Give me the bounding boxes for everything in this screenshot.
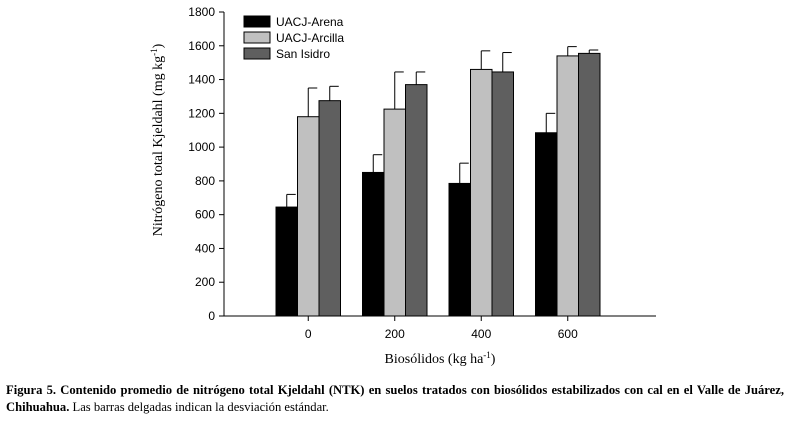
legend-label: UACJ-Arcilla [276, 31, 344, 45]
bar [491, 71, 514, 317]
y-tick-label: 1000 [188, 140, 215, 154]
legend-swatch [243, 31, 271, 44]
y-tick-label: 1800 [188, 5, 215, 19]
bar [578, 52, 601, 317]
legend-swatch [243, 47, 271, 60]
bars [275, 52, 601, 317]
bar [556, 55, 579, 317]
axes [219, 11, 656, 321]
x-tick-label: 600 [558, 327, 578, 341]
bar [275, 206, 298, 317]
y-tick-label: 200 [195, 275, 215, 289]
legend-swatch [243, 15, 271, 28]
error-bars [286, 46, 599, 208]
y-tick-label: 1200 [188, 106, 215, 120]
x-tick-label: 400 [471, 327, 491, 341]
bar [297, 116, 320, 317]
legend: UACJ-Arena UACJ-Arcilla San Isidro [243, 15, 344, 61]
y-tick-label: 600 [195, 208, 215, 222]
bar-chart: 0 200 400 600 800 1000 1200 1400 1600 1800 0 200 400… [149, 5, 656, 367]
tick-labels: 0 200 400 600 800 1000 1200 1400 1600 1800 0 200 400… [188, 5, 578, 341]
legend-label: UACJ-Arena [276, 15, 344, 29]
bar [470, 68, 493, 317]
x-tick-label: 200 [385, 327, 405, 341]
bar [448, 182, 471, 317]
figure-caption: Figura 5. Contenido promedio de nitrógen… [6, 382, 784, 416]
y-tick-label: 800 [195, 174, 215, 188]
x-axis-title: Biosólidos (kg ha-1) [385, 350, 496, 367]
y-tick-label: 1400 [188, 73, 215, 87]
bar [535, 132, 558, 317]
caption-bold: Figura 5. Contenido promedio de nitrógen… [6, 383, 784, 414]
y-tick-label: 1600 [188, 39, 215, 53]
caption-normal: Las barras delgadas indican la desviació… [69, 400, 329, 414]
x-tick-label: 0 [305, 327, 312, 341]
y-tick-label: 0 [208, 309, 215, 323]
y-tick-label: 400 [195, 241, 215, 255]
bar [362, 171, 385, 317]
bar [405, 84, 428, 317]
bar [383, 108, 406, 317]
bar [318, 100, 341, 317]
y-axis-title: Nitrógeno total Kjeldahl (mg kg-1) [149, 43, 166, 236]
legend-label: San Isidro [276, 47, 330, 61]
